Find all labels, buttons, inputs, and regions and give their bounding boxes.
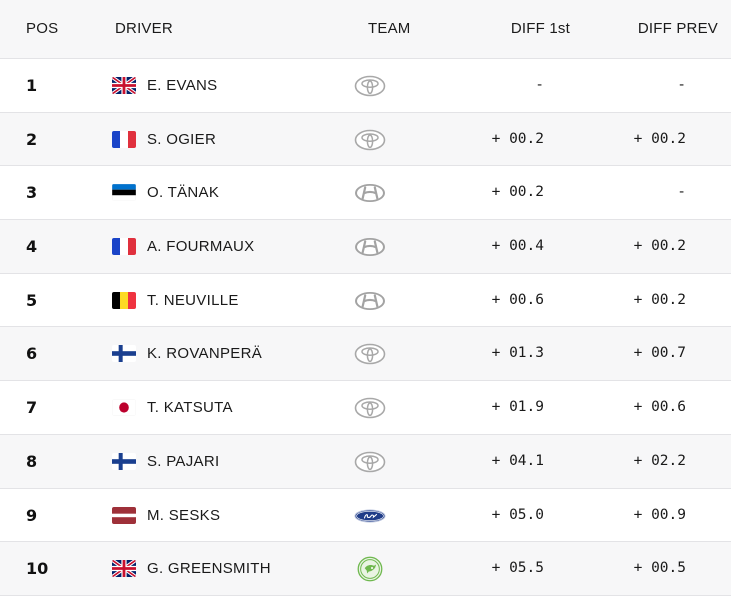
diff-first: + 00.2	[491, 184, 544, 201]
driver-name[interactable]: O. TÄNAK	[147, 184, 220, 202]
skoda-logo-icon	[354, 556, 386, 582]
table-body: 1 E. EVANS - - 2 S. OGIER + 00.2 + 00.2 3 O. TÄNA…	[0, 59, 731, 596]
hyundai-logo-icon	[354, 234, 386, 260]
diff-prev: + 00.2	[633, 238, 686, 255]
position: 3	[26, 183, 38, 203]
diff-first: + 05.0	[491, 506, 544, 523]
diff-prev: + 00.6	[633, 399, 686, 416]
flag-gb-icon	[112, 77, 136, 94]
position: 2	[26, 129, 38, 149]
driver-name[interactable]: M. SESKS	[147, 506, 221, 524]
flag-lv-icon	[112, 506, 136, 524]
diff-prev: + 02.2	[633, 452, 686, 469]
position: 10	[26, 559, 49, 579]
diff-prev: -	[677, 77, 686, 93]
driver-name[interactable]: S. PAJARI	[147, 452, 220, 470]
flag-gb-icon	[112, 560, 136, 578]
table-row[interactable]: 4 A. FOURMAUX + 00.4 + 00.2	[0, 220, 731, 274]
header-driver[interactable]: DRIVER	[115, 20, 173, 37]
position: 1	[26, 76, 38, 95]
header-pos[interactable]: POS	[26, 20, 59, 37]
diff-first: + 05.5	[491, 560, 544, 577]
flag-fi-icon	[112, 345, 136, 363]
flag-fr-icon	[112, 238, 136, 256]
flag-fi-icon	[112, 452, 136, 470]
position: 9	[26, 505, 38, 525]
table-row[interactable]: 5 T. NEUVILLE + 00.6 + 00.2	[0, 273, 731, 328]
diff-first: -	[535, 77, 544, 93]
diff-prev: + 00.9	[633, 506, 686, 523]
table-row[interactable]: 3 O. TÄNAK + 00.2 -	[0, 166, 731, 221]
toyota-logo-icon	[354, 73, 386, 99]
flag-fr-icon	[112, 130, 136, 148]
table-row[interactable]: 10 G. GREENSMITH + 05.5 + 00.5	[0, 542, 731, 596]
flag-be-icon	[112, 291, 136, 309]
diff-first: + 00.4	[491, 238, 544, 255]
diff-prev: -	[677, 184, 686, 201]
diff-first: + 00.6	[491, 291, 544, 308]
table-row[interactable]: 8 S. PAJARI + 04.1 + 02.2	[0, 434, 731, 489]
diff-first: + 04.1	[491, 452, 544, 469]
position: 8	[26, 451, 38, 471]
diff-first: + 01.3	[491, 345, 544, 362]
diff-first: + 01.9	[491, 399, 544, 416]
ford-logo-icon	[354, 503, 386, 529]
driver-name[interactable]: T. KATSUTA	[147, 399, 233, 417]
toyota-logo-icon	[354, 449, 386, 475]
driver-name[interactable]: E. EVANS	[147, 77, 218, 94]
table-row[interactable]: 9 M. SESKS + 05.0 + 00.9	[0, 488, 731, 543]
diff-prev: + 00.5	[633, 560, 686, 577]
position: 7	[26, 398, 38, 418]
toyota-logo-icon	[354, 341, 386, 367]
table-row[interactable]: 1 E. EVANS - -	[0, 59, 731, 113]
diff-prev: + 00.7	[633, 345, 686, 362]
flag-ee-icon	[112, 184, 136, 202]
position: 5	[26, 290, 38, 310]
flag-jp-icon	[112, 399, 136, 417]
driver-name[interactable]: A. FOURMAUX	[147, 238, 255, 256]
header-diff-prev[interactable]: DIFF PREV	[637, 20, 718, 37]
header-team[interactable]: TEAM	[368, 20, 411, 37]
driver-name[interactable]: T. NEUVILLE	[147, 291, 239, 309]
toyota-logo-icon	[354, 395, 386, 421]
table-header: POS DRIVER TEAM DIFF 1st DIFF PREV	[0, 0, 731, 59]
diff-prev: + 00.2	[633, 130, 686, 147]
table-row[interactable]: 2 S. OGIER + 00.2 + 00.2	[0, 112, 731, 167]
table-row[interactable]: 7 T. KATSUTA + 01.9 + 00.6	[0, 381, 731, 435]
hyundai-logo-icon	[354, 288, 386, 314]
table-row[interactable]: 6 K. ROVANPERÄ + 01.3 + 00.7	[0, 327, 731, 382]
diff-prev: + 00.2	[633, 291, 686, 308]
position: 4	[26, 237, 38, 257]
header-diff-first[interactable]: DIFF 1st	[510, 20, 570, 37]
diff-first: + 00.2	[491, 130, 544, 147]
driver-name[interactable]: K. ROVANPERÄ	[147, 345, 263, 363]
driver-name[interactable]: S. OGIER	[147, 130, 217, 148]
position: 6	[26, 344, 38, 364]
toyota-logo-icon	[354, 127, 386, 153]
hyundai-logo-icon	[354, 180, 386, 206]
driver-name[interactable]: G. GREENSMITH	[147, 560, 271, 578]
